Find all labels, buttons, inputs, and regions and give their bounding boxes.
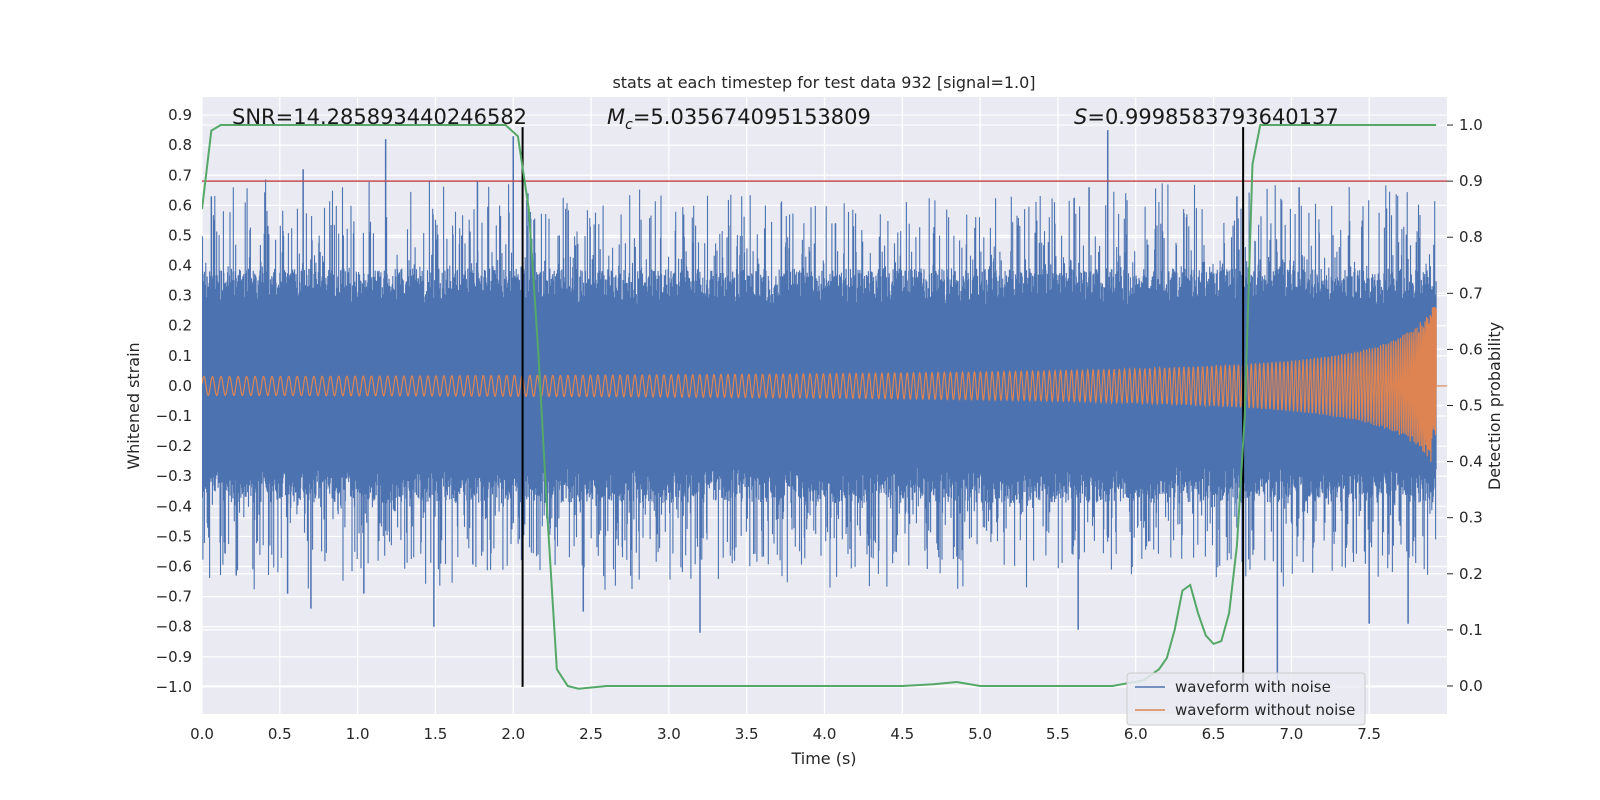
y2-tick-label: 0.0: [1459, 677, 1483, 695]
y-tick-label: 0.3: [168, 287, 192, 305]
x-tick-label: 4.5: [890, 725, 914, 743]
y2-tick-label: 0.8: [1459, 228, 1483, 246]
y-tick-label: −0.8: [156, 618, 192, 636]
x-tick-label: 0.5: [268, 725, 292, 743]
right-axis-ticks: 1.0 0.9 0.8 0.7 0.6 0.5 0.4 0.3 0.2 0.1 0.0: [1447, 116, 1483, 695]
y-tick-label: −0.1: [156, 407, 192, 425]
y2-tick-label: 0.1: [1459, 621, 1483, 639]
y-tick-label: 0.5: [168, 226, 192, 244]
x-tick-label: 2.0: [501, 725, 525, 743]
y-tick-label: 0.0: [168, 377, 192, 395]
y-tick-label: −0.6: [156, 558, 192, 576]
probability-curve: [202, 124, 1437, 690]
chirp-mass-symbol: M: [607, 105, 625, 129]
score-symbol: S: [1074, 105, 1087, 129]
y-tick-label: 0.2: [168, 317, 192, 335]
y-tick-label: 0.7: [168, 166, 192, 184]
legend-label-noise: waveform with noise: [1175, 678, 1331, 696]
y-tick-label: 0.1: [168, 347, 192, 365]
y-tick-label: 0.8: [168, 136, 192, 154]
chart-title: stats at each timestep for test data 932…: [612, 73, 1035, 92]
x-axis-ticks: 0.0 0.5 1.0 1.5 2.0 2.5 3.0 3.5 4.0 4.5 5.0 5.5 6.0 6…: [190, 725, 1381, 743]
y2-axis-label: Detection probability: [1485, 322, 1504, 490]
legend-frame: [1126, 672, 1366, 726]
legend-label-clean: waveform without noise: [1175, 701, 1355, 719]
y-axis-label: Whitened strain: [124, 342, 143, 469]
chirp-mass-subscript: c: [625, 117, 633, 133]
y-tick-label: −0.4: [156, 497, 192, 515]
y2-tick-label: 1.0: [1459, 116, 1483, 134]
y2-tick-label: 0.5: [1459, 397, 1483, 415]
x-tick-label: 7.0: [1279, 725, 1303, 743]
y2-tick-label: 0.4: [1459, 453, 1483, 471]
x-tick-label: 5.0: [968, 725, 992, 743]
legend: waveform with noise waveform without noi…: [1126, 672, 1366, 726]
x-tick-label: 0.0: [190, 725, 214, 743]
x-tick-label: 5.5: [1046, 725, 1070, 743]
y-tick-label: −0.2: [156, 437, 192, 455]
y2-tick-label: 0.7: [1459, 284, 1483, 302]
y-tick-label: 0.4: [168, 257, 192, 275]
y-axis-ticks: 0.9 0.8 0.7 0.6 0.5 0.4 0.3 0.2 0.1 0.0 −0.1 −0.2 −0…: [156, 106, 192, 696]
chirp-mass-annotation: Mc=5.035674095153809: [607, 105, 871, 133]
x-tick-label: 2.5: [579, 725, 603, 743]
x-tick-label: 1.5: [424, 725, 448, 743]
x-tick-label: 3.5: [735, 725, 759, 743]
score-value: =0.9998583793640137: [1087, 105, 1338, 129]
clean-waveform: [202, 306, 1447, 462]
x-tick-label: 3.0: [657, 725, 681, 743]
x-tick-label: 1.0: [346, 725, 370, 743]
x-tick-label: 6.5: [1202, 725, 1226, 743]
x-tick-label: 6.0: [1124, 725, 1148, 743]
y-tick-label: 0.6: [168, 196, 192, 214]
y-tick-label: −0.3: [156, 467, 192, 485]
x-tick-label: 4.0: [813, 725, 837, 743]
y2-tick-label: 0.3: [1459, 509, 1483, 527]
y-tick-label: −0.9: [156, 648, 192, 666]
y2-tick-label: 0.9: [1459, 172, 1483, 190]
x-axis-label: Time (s): [790, 749, 856, 768]
y-tick-label: −0.7: [156, 588, 192, 606]
x-tick-label: 7.5: [1357, 725, 1381, 743]
snr-annotation: SNR=14.285893440246582: [232, 105, 527, 129]
y2-tick-label: 0.6: [1459, 340, 1483, 358]
score-annotation: S=0.9998583793640137: [1074, 105, 1339, 129]
y-tick-label: 0.9: [168, 106, 192, 124]
y-tick-label: −1.0: [156, 678, 192, 696]
series-layer: [202, 124, 1447, 690]
y2-tick-label: 0.2: [1459, 565, 1483, 583]
chirp-mass-value: =5.035674095153809: [633, 105, 871, 129]
y-tick-label: −0.5: [156, 527, 192, 545]
